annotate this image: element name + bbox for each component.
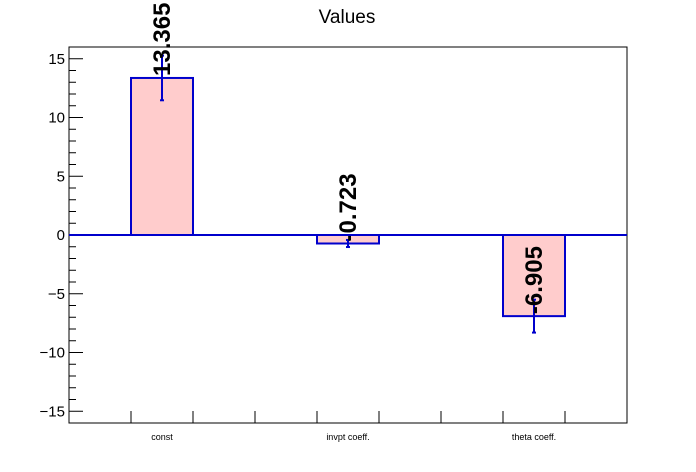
chart-marks: −15 −10 −5 0 5 10 15 const 13.365 invpt coeff. -0.… xyxy=(40,3,627,442)
bar-value-label: -6.905 xyxy=(521,246,548,314)
y-tick-label: −5 xyxy=(48,286,65,303)
y-tick-label: −15 xyxy=(40,403,65,420)
y-tick-label: 0 xyxy=(57,227,65,244)
x-category-label: const xyxy=(151,432,173,442)
x-category-label: invpt coeff. xyxy=(326,432,369,442)
y-tick-label: 10 xyxy=(48,110,65,127)
x-category-label: theta coeff. xyxy=(512,432,556,442)
y-tick-label: 15 xyxy=(48,51,65,68)
bar-value-label: -0.723 xyxy=(335,173,362,241)
y-tick-label: 5 xyxy=(57,168,65,185)
y-tick-label: −10 xyxy=(40,345,65,362)
bar-value-label: 13.365 xyxy=(149,3,176,76)
chart-title: Values xyxy=(319,7,376,28)
bar xyxy=(130,76,194,237)
